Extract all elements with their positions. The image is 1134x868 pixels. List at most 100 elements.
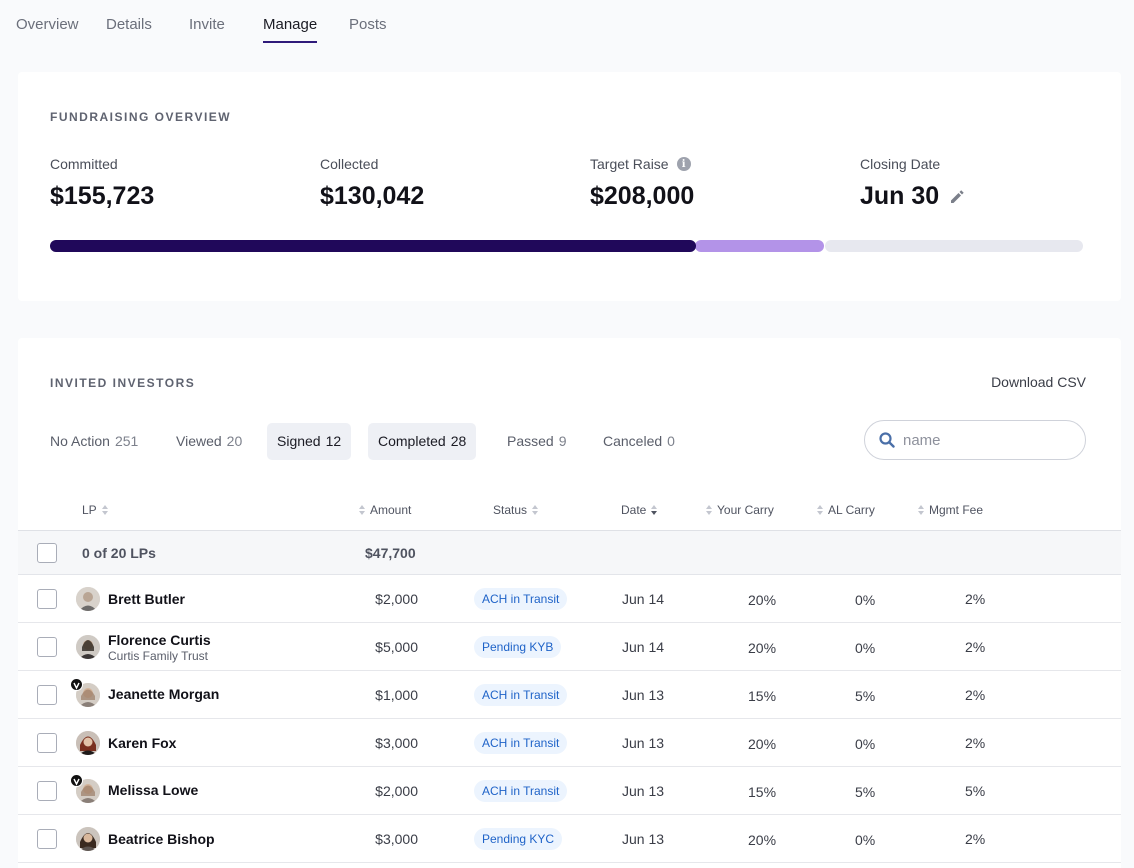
column-your-carry[interactable]: Your Carry: [705, 503, 774, 517]
row-checkbox[interactable]: [37, 829, 57, 849]
selected-count: 0 of 20 LPs: [82, 545, 156, 561]
lp-name[interactable]: Karen Fox: [108, 735, 177, 751]
column-lp[interactable]: LP: [82, 503, 109, 517]
filter-passed[interactable]: Passed 9: [497, 423, 577, 460]
avatar: [76, 827, 100, 851]
search-input[interactable]: [903, 431, 1063, 449]
column-mgmt-fee[interactable]: Mgmt Fee: [917, 503, 983, 517]
table-row[interactable]: Florence Curtis Curtis Family Trust $5,0…: [18, 623, 1121, 671]
status-badge: Pending KYC: [474, 828, 563, 850]
mgmt-fee-cell: 2%: [965, 831, 986, 847]
al-carry-cell: 5%: [855, 688, 876, 704]
target-raise-stat: Target Raise i $208,000: [590, 156, 694, 211]
your-carry-cell: 15%: [748, 688, 777, 704]
summary-total: $47,700: [365, 545, 416, 561]
lp-name[interactable]: Jeanette Morgan: [108, 686, 220, 702]
select-all-checkbox[interactable]: [37, 543, 57, 563]
progress-remaining-segment: [825, 240, 1083, 252]
closing-date-value-wrap: Jun 30: [860, 182, 965, 211]
amount-cell: $2,000: [375, 591, 418, 607]
filter-label: Signed: [277, 433, 321, 449]
filter-no-action[interactable]: No Action 251: [40, 423, 148, 460]
closing-date-value: Jun 30: [860, 182, 940, 210]
column-status-label: Status: [493, 503, 528, 517]
progress-collected-segment: [50, 240, 696, 252]
amount-cell: $3,000: [375, 735, 418, 751]
table-row[interactable]: Karen Fox $3,000 ACH in Transit Jun 13 2…: [18, 719, 1121, 767]
filter-count: 28: [450, 433, 467, 449]
sort-icon: [706, 505, 712, 515]
date-cell: Jun 13: [622, 687, 665, 703]
column-amount-label: Amount: [370, 503, 412, 517]
lp-name[interactable]: Brett Butler: [108, 591, 186, 607]
page-tabs: Overview Details Invite Manage Posts: [0, 0, 1134, 50]
filter-count: 0: [667, 433, 675, 449]
table-row[interactable]: Melissa Lowe $2,000 ACH in Transit Jun 1…: [18, 767, 1121, 815]
mgmt-fee-cell: 2%: [965, 735, 986, 751]
tab-overview[interactable]: Overview: [16, 16, 79, 33]
lp-name[interactable]: Melissa Lowe: [108, 782, 199, 798]
angel-badge-icon: [70, 678, 83, 691]
pencil-icon[interactable]: [949, 189, 965, 205]
al-carry-cell: 0%: [855, 640, 876, 656]
filter-completed[interactable]: Completed 28: [368, 423, 477, 460]
sort-icon: [532, 505, 539, 515]
committed-value: $155,723: [50, 182, 155, 210]
lp-name[interactable]: Beatrice Bishop: [108, 831, 215, 847]
table-row[interactable]: Brett Butler $2,000 ACH in Transit Jun 1…: [18, 575, 1121, 623]
column-al-carry[interactable]: AL Carry: [816, 503, 875, 517]
info-icon[interactable]: i: [676, 157, 691, 171]
column-status[interactable]: Status: [493, 503, 539, 517]
progress-committed-segment: [695, 240, 824, 252]
al-carry-cell: 0%: [855, 592, 876, 608]
sort-desc-icon: [651, 505, 658, 515]
sort-icon: [918, 505, 924, 515]
al-carry-cell: 0%: [855, 832, 876, 848]
tab-invite[interactable]: Invite: [189, 16, 225, 33]
filter-count: 12: [325, 433, 342, 449]
column-amount[interactable]: Amount: [358, 503, 411, 517]
your-carry-cell: 20%: [748, 736, 777, 752]
amount-cell: $3,000: [375, 831, 418, 847]
column-date[interactable]: Date: [621, 503, 658, 517]
target-raise-value: $208,000: [590, 182, 695, 210]
invited-investors-card: INVITED INVESTORS Download CSV No Action…: [18, 338, 1121, 868]
column-mgmt-fee-label: Mgmt Fee: [929, 503, 984, 517]
search-icon: [879, 432, 895, 448]
filter-signed[interactable]: Signed 12: [267, 423, 352, 460]
your-carry-cell: 20%: [748, 592, 777, 608]
table-summary-row: 0 of 20 LPs $47,700: [18, 531, 1121, 575]
lp-name[interactable]: Florence Curtis: [108, 632, 211, 648]
avatar: [76, 635, 100, 659]
date-cell: Jun 13: [622, 783, 665, 799]
download-csv-link[interactable]: Download CSV: [991, 374, 1086, 390]
amount-cell: $5,000: [375, 639, 418, 655]
date-cell: Jun 13: [622, 831, 665, 847]
lp-entity: Curtis Family Trust: [108, 649, 209, 663]
tab-posts[interactable]: Posts: [349, 16, 387, 33]
row-checkbox[interactable]: [37, 733, 57, 753]
your-carry-cell: 20%: [748, 640, 777, 656]
table-row[interactable]: Beatrice Bishop $3,000 Pending KYC Jun 1…: [18, 815, 1121, 863]
row-checkbox[interactable]: [37, 637, 57, 657]
al-carry-cell: 5%: [855, 784, 876, 800]
filter-canceled[interactable]: Canceled 0: [593, 423, 685, 460]
tab-details[interactable]: Details: [106, 16, 152, 33]
avatar: [76, 731, 100, 755]
column-lp-label: LP: [82, 503, 97, 517]
status-badge: ACH in Transit: [474, 780, 568, 802]
filter-label: Canceled: [603, 433, 663, 449]
row-checkbox[interactable]: [37, 589, 57, 609]
row-checkbox[interactable]: [37, 685, 57, 705]
fundraising-overview-card: FUNDRAISING OVERVIEW Committed $155,723 …: [18, 72, 1121, 301]
mgmt-fee-cell: 5%: [965, 783, 986, 799]
tab-manage[interactable]: Manage: [263, 16, 318, 43]
filter-viewed[interactable]: Viewed 20: [166, 423, 252, 460]
column-date-label: Date: [621, 503, 647, 517]
target-raise-label-wrap: Target Raise i: [590, 156, 694, 172]
filter-label: Passed: [507, 433, 554, 449]
row-checkbox[interactable]: [37, 781, 57, 801]
mgmt-fee-cell: 2%: [965, 687, 986, 703]
invited-investors-title: INVITED INVESTORS: [50, 376, 196, 390]
table-row[interactable]: Jeanette Morgan $1,000 ACH in Transit Ju…: [18, 671, 1121, 719]
